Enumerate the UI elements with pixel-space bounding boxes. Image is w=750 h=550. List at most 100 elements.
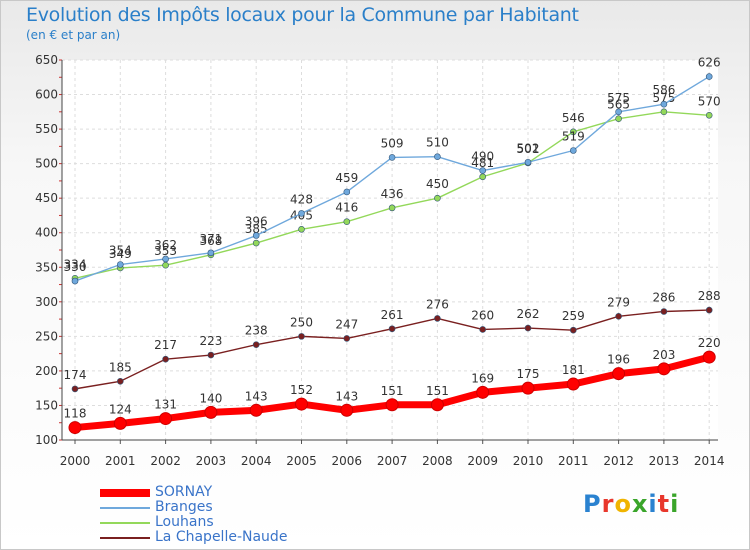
data-label-louhans: 353 — [154, 244, 177, 258]
data-point-la-chapelle-naude — [298, 333, 305, 340]
x-tick-label: 2011 — [558, 454, 589, 468]
data-label-la-chapelle-naude: 276 — [426, 297, 449, 311]
legend-item-la-chapelle-naude: La Chapelle-Naude — [100, 529, 400, 545]
data-label-louhans: 349 — [109, 247, 132, 261]
data-point-louhans — [388, 204, 396, 212]
data-label-branges: 330 — [64, 260, 87, 274]
data-label-louhans: 368 — [199, 234, 222, 248]
data-point-la-chapelle-naude — [117, 377, 124, 385]
data-point-sornay — [204, 405, 218, 419]
logo-letter: t — [657, 490, 671, 518]
data-point-louhans — [660, 108, 668, 116]
data-point-louhans — [343, 218, 351, 225]
legend-item-louhans: Louhans — [100, 514, 400, 530]
data-point-branges — [434, 153, 441, 161]
data-label-branges: 459 — [335, 171, 358, 185]
legend-swatch — [100, 522, 150, 524]
legend-swatch — [100, 537, 150, 539]
logo-letter: r — [601, 490, 615, 518]
data-label-branges: 575 — [607, 91, 630, 105]
data-point-la-chapelle-naude — [660, 308, 668, 315]
data-point-sornay — [430, 398, 444, 412]
data-label-branges: 428 — [290, 192, 313, 206]
data-point-branges — [71, 277, 79, 285]
x-tick-label: 2012 — [603, 454, 634, 468]
data-label-branges: 490 — [471, 150, 494, 164]
logo-letter: i — [648, 490, 658, 518]
y-tick-label: 550 — [35, 122, 58, 136]
data-label-la-chapelle-naude: 262 — [517, 307, 540, 321]
data-label-branges: 519 — [562, 130, 585, 144]
data-label-branges: 510 — [426, 136, 449, 150]
data-point-sornay — [657, 362, 671, 376]
data-label-branges: 502 — [517, 141, 540, 155]
data-label-louhans: 501 — [517, 142, 540, 156]
data-label-la-chapelle-naude: 217 — [154, 338, 177, 352]
data-point-louhans — [298, 225, 305, 233]
y-tick-label: 400 — [35, 226, 58, 240]
legend-label: Louhans — [155, 514, 214, 530]
data-label-la-chapelle-naude: 223 — [199, 334, 222, 348]
legend-swatch — [100, 507, 150, 509]
data-label-branges: 509 — [381, 136, 404, 150]
data-point-sornay — [295, 397, 308, 411]
data-point-sornay — [521, 381, 535, 395]
legend-item-branges: Branges — [100, 499, 400, 515]
data-point-sornay — [249, 403, 263, 417]
y-tick-label: 650 — [35, 53, 58, 67]
y-tick-label: 250 — [35, 329, 58, 343]
data-point-branges — [207, 249, 215, 257]
y-tick-label: 450 — [35, 191, 58, 205]
data-point-la-chapelle-naude — [162, 355, 169, 363]
x-tick-label: 2006 — [332, 454, 363, 468]
y-tick-label: 600 — [35, 88, 58, 102]
x-tick-label: 2004 — [241, 454, 272, 468]
data-label-sornay: 169 — [471, 371, 494, 385]
x-tick-label: 2002 — [150, 454, 181, 468]
proxiti-logo: Proxiti — [583, 490, 679, 518]
chart-title: Evolution des Impôts locaux pour la Comm… — [26, 4, 579, 26]
data-point-branges — [343, 188, 351, 196]
data-label-louhans: 565 — [607, 98, 630, 112]
data-point-la-chapelle-naude — [615, 313, 622, 320]
data-point-sornay — [476, 385, 490, 399]
data-label-louhans: 481 — [471, 156, 494, 170]
data-label-sornay: 151 — [426, 384, 449, 398]
x-tick-label: 2000 — [60, 454, 91, 468]
data-point-louhans — [434, 194, 441, 202]
data-label-sornay: 203 — [652, 348, 675, 362]
data-point-branges — [660, 100, 668, 108]
x-tick-label: 2013 — [649, 454, 680, 468]
data-point-branges — [705, 73, 713, 80]
data-label-la-chapelle-naude: 259 — [562, 309, 585, 323]
legend-label: SORNAY — [155, 484, 213, 500]
x-tick-label: 2005 — [286, 454, 317, 468]
data-label-sornay: 175 — [517, 367, 540, 381]
data-label-la-chapelle-naude: 250 — [290, 315, 313, 329]
x-tick-label: 2010 — [513, 454, 544, 468]
data-point-la-chapelle-naude — [705, 306, 713, 314]
y-tick-label: 200 — [35, 364, 58, 378]
data-point-la-chapelle-naude — [569, 326, 577, 334]
x-tick-label: 2007 — [377, 454, 408, 468]
data-label-sornay: 220 — [698, 336, 721, 350]
data-point-la-chapelle-naude — [434, 315, 441, 322]
data-label-sornay: 118 — [64, 407, 87, 421]
data-point-branges — [479, 167, 487, 174]
data-point-sornay — [113, 416, 127, 430]
logo-letter: P — [583, 490, 602, 518]
data-point-la-chapelle-naude — [479, 326, 487, 333]
data-point-sornay — [566, 377, 580, 391]
data-point-louhans — [252, 239, 260, 247]
logo-letter: i — [670, 490, 680, 518]
data-label-branges: 396 — [245, 214, 268, 228]
data-label-la-chapelle-naude: 185 — [109, 360, 132, 374]
y-tick-label: 350 — [35, 260, 58, 274]
data-label-la-chapelle-naude: 286 — [652, 290, 675, 304]
data-label-louhans: 416 — [335, 201, 358, 215]
logo-letter: x — [631, 490, 649, 518]
data-label-sornay: 196 — [607, 353, 630, 367]
data-label-la-chapelle-naude: 261 — [381, 308, 404, 322]
legend-swatch — [100, 489, 150, 497]
data-point-la-chapelle-naude — [388, 325, 396, 333]
